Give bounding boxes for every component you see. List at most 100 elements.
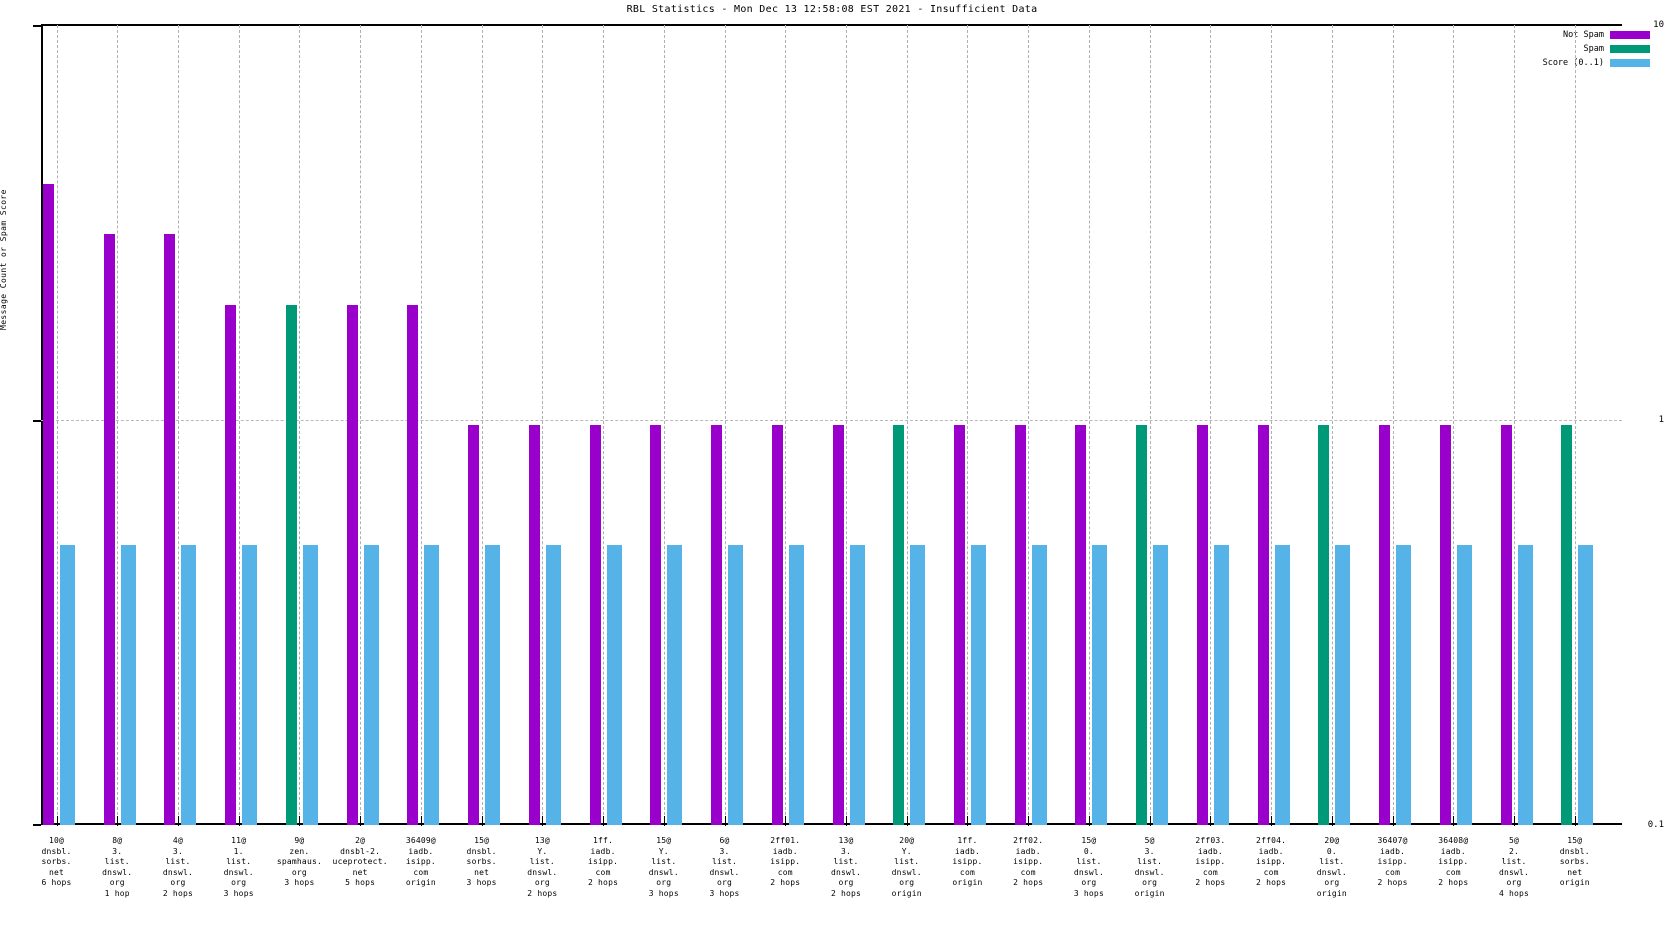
bar-group	[1439, 25, 1501, 826]
bar-score	[606, 545, 622, 825]
x-axis-label: 5@ 2. list. dnswl. org 4 hops	[1498, 836, 1530, 898]
bar-group	[589, 25, 651, 826]
x-axis-label: 6@ 3. list. dnswl. org 3 hops	[709, 836, 740, 898]
bar-group	[285, 25, 347, 826]
x-tick-mark	[1271, 816, 1273, 826]
bar-score	[788, 545, 804, 825]
bar-not-spam	[771, 425, 783, 825]
bar-score	[1274, 545, 1290, 825]
gridline-x	[724, 25, 726, 825]
bar-not-spam	[407, 304, 419, 825]
gridline-x	[542, 25, 544, 825]
bar-group	[1318, 25, 1379, 826]
x-axis-label: 13@ 3. list. dnswl. org 2 hops	[830, 836, 862, 898]
x-tick-mark	[724, 816, 726, 826]
bar-not-spam	[832, 425, 844, 825]
x-axis-label: 4@ 3. list. dnswl. org 2 hops	[162, 836, 193, 898]
gridline-x	[56, 25, 58, 825]
bar-score	[1031, 545, 1047, 825]
bar-not-spam	[1075, 425, 1087, 825]
chart-legend: Not Spam Spam Score (0..1)	[1543, 30, 1650, 68]
gridline-x	[117, 25, 119, 825]
bar-score	[242, 545, 258, 825]
bar-score	[1517, 545, 1533, 825]
bar-not-spam	[103, 234, 115, 825]
x-axis-label: 1ff. iadb. isipp. com 2 hops	[588, 836, 619, 887]
x-tick-mark	[1392, 816, 1394, 826]
bar-score	[424, 545, 440, 825]
x-tick-mark	[481, 816, 483, 826]
bar-group	[711, 25, 772, 826]
plot-top-border	[41, 24, 1622, 26]
x-tick-mark	[1088, 816, 1090, 826]
x-tick-mark	[1028, 816, 1030, 826]
x-tick-mark	[1453, 816, 1455, 826]
bar-group	[468, 25, 529, 826]
gridline-x	[1028, 25, 1030, 825]
x-tick-mark	[663, 816, 665, 826]
x-tick-mark	[177, 816, 179, 826]
x-axis-label: 5@ 3. list. dnswl. org origin	[1134, 836, 1165, 898]
bar-score	[1335, 545, 1351, 825]
bar-score	[1578, 545, 1594, 825]
y-tick-label-0-1: 0.1	[1647, 820, 1664, 830]
bar-not-spam	[43, 184, 54, 825]
gridline-x	[481, 25, 483, 825]
x-axis-label: 20@ 0. list. dnswl. org origin	[1316, 836, 1347, 898]
x-axis-label: 36409@ iadb. isipp. com origin	[405, 836, 436, 887]
gridline-x	[177, 25, 179, 825]
x-tick-mark	[117, 816, 119, 826]
x-axis-label: 36407@ iadb. isipp. com 2 hops	[1377, 836, 1408, 887]
gridline-x	[299, 25, 301, 825]
bar-group	[771, 25, 833, 826]
x-axis-label: 20@ Y. list. dnswl. org origin	[891, 836, 922, 898]
x-tick-mark	[299, 816, 301, 826]
bar-not-spam	[650, 425, 662, 825]
bar-score	[970, 545, 986, 825]
bar-group	[1379, 25, 1440, 826]
bar-score	[363, 545, 379, 825]
bar-score	[485, 545, 501, 825]
gridline-x	[420, 25, 422, 825]
y-tick-mark-0-1	[33, 824, 41, 826]
bar-group	[225, 25, 286, 826]
x-tick-mark	[360, 816, 362, 826]
plot-area	[41, 25, 1622, 825]
gridline-x	[663, 25, 665, 825]
x-axis-label: 10@ dnsbl. sorbs. net 6 hops	[41, 836, 72, 887]
bar-spam	[893, 425, 905, 825]
gridline-x	[603, 25, 605, 825]
x-tick-mark	[1574, 816, 1576, 826]
bar-group	[953, 25, 1015, 826]
gridline-x	[846, 25, 847, 825]
bar-group	[43, 25, 104, 826]
gridline-x	[1088, 25, 1090, 825]
bar-group	[1136, 25, 1197, 826]
x-axis-label: 2ff01. iadb. isipp. com 2 hops	[770, 836, 801, 887]
bar-not-spam	[1439, 425, 1451, 825]
legend-item-spam: Spam	[1584, 44, 1650, 54]
bar-group	[1257, 25, 1319, 826]
bar-score	[1396, 545, 1412, 825]
bar-score	[1456, 545, 1472, 825]
y-tick-mark-1	[33, 420, 41, 422]
x-tick-mark	[906, 816, 908, 826]
x-tick-mark	[603, 816, 605, 826]
bar-score	[728, 545, 744, 825]
bar-not-spam	[1196, 425, 1208, 825]
x-tick-mark	[542, 816, 544, 826]
bar-not-spam	[589, 425, 601, 825]
bar-score	[910, 545, 926, 825]
gridline-x	[1210, 25, 1212, 825]
chart-title: RBL Statistics - Mon Dec 13 12:58:08 EST…	[626, 4, 1038, 15]
x-tick-mark	[238, 816, 240, 826]
bar-group	[1014, 25, 1076, 826]
x-tick-mark	[967, 816, 969, 826]
bar-group	[650, 25, 711, 826]
bar-not-spam	[346, 304, 358, 825]
x-axis-label: 9@ zen. spamhaus. org 3 hops	[276, 836, 322, 887]
bar-not-spam	[225, 304, 237, 825]
bar-score	[545, 545, 561, 825]
x-tick-mark	[420, 816, 422, 826]
